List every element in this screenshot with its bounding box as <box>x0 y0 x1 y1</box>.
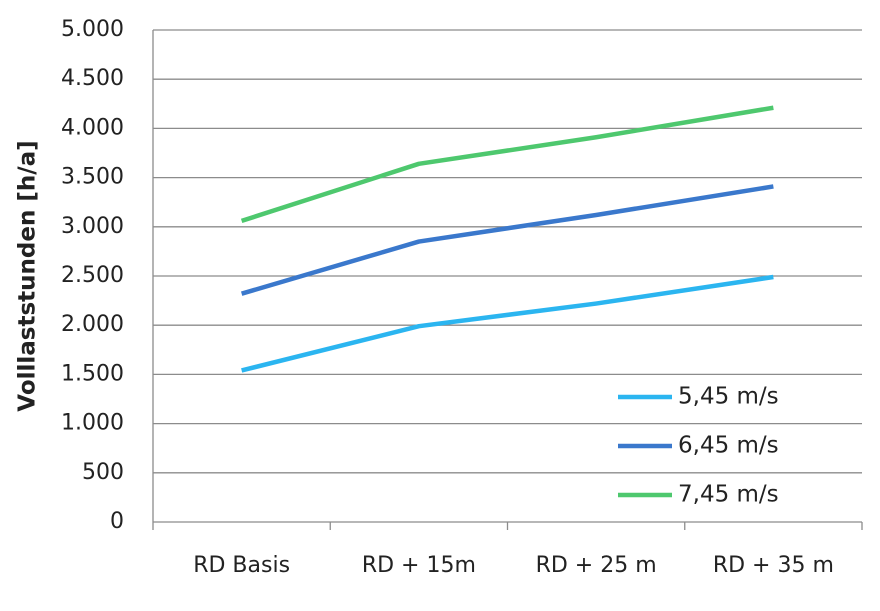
x-tick-label: RD + 35 m <box>713 553 834 578</box>
y-tick-label: 4.500 <box>61 66 124 91</box>
y-tick-label: 2.500 <box>61 263 124 288</box>
legend-label: 6,45 m/s <box>678 433 779 459</box>
series-line <box>241 274 774 373</box>
series-line <box>240 184 774 296</box>
y-tick-label: 0 <box>110 509 124 534</box>
y-tick-label: 3.500 <box>61 165 124 190</box>
y-tick-label: 2.000 <box>61 312 124 337</box>
series-line <box>240 105 774 224</box>
y-tick-label: 1.500 <box>61 361 124 386</box>
y-tick-label: 4.000 <box>61 115 124 140</box>
y-tick-label: 500 <box>82 460 124 485</box>
x-tick-label: RD + 25 m <box>536 553 657 578</box>
y-tick-label: 1.000 <box>61 411 124 436</box>
legend-label: 7,45 m/s <box>678 482 779 508</box>
y-tick-label: 3.000 <box>61 214 124 239</box>
x-tick-label: RD + 15m <box>362 553 476 578</box>
y-axis-label: Volllaststunden [h/a] <box>15 140 41 411</box>
y-tick-label: 5.000 <box>61 17 124 42</box>
legend-label: 5,45 m/s <box>678 384 779 410</box>
x-tick-label: RD Basis <box>193 553 290 578</box>
